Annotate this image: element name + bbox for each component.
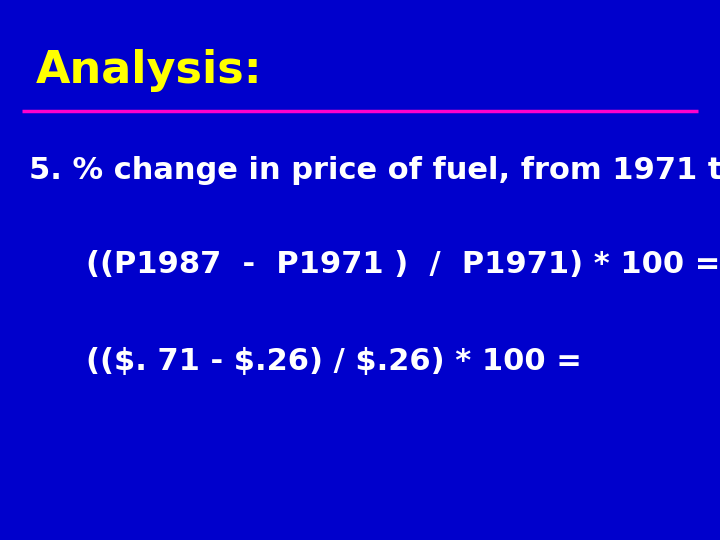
- Text: 5. % change in price of fuel, from 1971 to 1987 =: 5. % change in price of fuel, from 1971 …: [29, 156, 720, 185]
- Text: (($. 71 - $.26) / $.26) * 100 =: (($. 71 - $.26) / $.26) * 100 =: [86, 347, 593, 376]
- Text: ((P1987  -  P1971 )  /  P1971) * 100 =: ((P1987 - P1971 ) / P1971) * 100 =: [86, 250, 720, 279]
- Text: Analysis:: Analysis:: [36, 49, 263, 92]
